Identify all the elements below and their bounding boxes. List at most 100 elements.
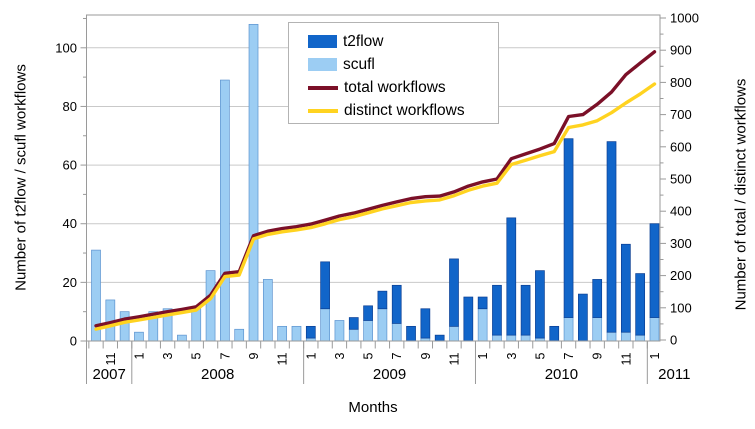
month-tick-label: 9 (419, 352, 433, 359)
bar-scufl (506, 334, 517, 342)
bar-t2flow (563, 138, 574, 318)
bar-t2flow (449, 258, 459, 327)
bar-t2flow (635, 273, 646, 336)
bar-t2flow (320, 261, 330, 310)
year-label: 2008 (201, 366, 234, 383)
bar-t2flow (377, 290, 388, 310)
bar-scufl (234, 328, 245, 342)
bar-scufl (220, 79, 230, 342)
legend: t2flow scufl total workflows distinct wo… (288, 22, 499, 124)
line-distinct-workflows (94, 82, 657, 331)
month-tick-label: 5 (190, 352, 204, 359)
bar-t2flow (549, 325, 560, 342)
bar-scufl (262, 279, 273, 342)
legend-label: t2flow (343, 32, 384, 50)
total-workflows-line-icon (308, 85, 338, 90)
bars-scufl (91, 23, 660, 342)
month-tick-label: 7 (390, 352, 404, 359)
bar-scufl (134, 331, 144, 342)
left-tick-label: 20 (63, 275, 77, 290)
bar-scufl (449, 325, 459, 342)
year-label: 2010 (545, 366, 578, 383)
right-tick-label: 400 (670, 204, 692, 219)
left-axis-title: Number of t2flow / scufl workflows (12, 64, 30, 291)
right-tick-label: 1000 (670, 11, 699, 26)
bar-t2flow (506, 217, 517, 336)
bar-t2flow (363, 305, 373, 321)
legend-item-t2flow: t2flow (308, 30, 498, 53)
legend-label: distinct workflows (344, 101, 465, 119)
right-tick-label: 600 (670, 139, 692, 154)
x-axis-title: Months (348, 399, 398, 416)
month-tick-label: 3 (505, 352, 519, 359)
bar-scufl (363, 320, 373, 342)
bar-t2flow (391, 284, 402, 324)
bar-t2flow (406, 325, 416, 342)
bar-scufl (334, 320, 345, 342)
bar-t2flow (578, 293, 588, 342)
t2flow-swatch-icon (308, 35, 337, 48)
left-tick-label: 60 (63, 158, 77, 173)
bar-scufl (592, 317, 603, 342)
bar-scufl (563, 317, 574, 342)
bar-t2flow (520, 284, 531, 336)
right-tick-label: 500 (670, 172, 692, 187)
line-total-workflows (94, 50, 657, 328)
bar-t2flow (463, 296, 474, 342)
bar-scufl (606, 331, 617, 342)
bar-scufl (635, 334, 646, 342)
month-tick-label: 5 (533, 352, 547, 359)
month-tick-label: 1 (476, 352, 490, 359)
distinct-workflows-line-icon (308, 108, 338, 113)
bar-scufl (649, 317, 660, 342)
left-tick-label: 0 (70, 334, 77, 349)
bars-t2flow (305, 138, 660, 342)
month-tick-label: 7 (562, 352, 576, 359)
month-tick-label: 3 (333, 352, 347, 359)
bar-t2flow (592, 279, 603, 318)
right-tick-label: 0 (670, 333, 677, 348)
bar-scufl (348, 328, 359, 342)
bar-t2flow (420, 308, 431, 339)
bar-t2flow (492, 284, 502, 336)
month-tick-label: 11 (104, 352, 118, 365)
left-tick-label: 80 (63, 99, 77, 114)
right-tick-label: 100 (670, 300, 692, 315)
bar-t2flow (620, 243, 631, 333)
bar-scufl (320, 308, 330, 342)
right-tick-label: 200 (670, 268, 692, 283)
left-tick-label: 100 (55, 40, 77, 55)
plot-frame (86, 14, 661, 342)
month-tick-label: 11 (619, 352, 633, 365)
right-axis-title: Number of total / distinct workflows (732, 78, 750, 311)
legend-label: scufl (343, 55, 375, 73)
month-tick-label: 11 (276, 352, 290, 365)
month-tick-label: 9 (247, 352, 261, 359)
month-tick-label: 1 (304, 352, 318, 359)
bar-scufl (248, 23, 259, 342)
month-tick-label: 7 (218, 352, 232, 359)
legend-item-distinct-workflows: distinct workflows (308, 99, 498, 122)
legend-item-scufl: scufl (308, 53, 498, 76)
bar-scufl (119, 311, 130, 342)
bar-t2flow (305, 325, 316, 339)
month-tick-label: 1 (132, 352, 146, 359)
year-label: 2011 (658, 366, 690, 383)
year-label: 2007 (92, 366, 125, 383)
year-label: 2009 (373, 366, 406, 383)
left-tick-label: 40 (63, 216, 77, 231)
right-tick-label: 900 (670, 43, 692, 58)
bar-scufl (177, 334, 187, 342)
bar-t2flow (535, 270, 545, 339)
bar-scufl (205, 270, 216, 342)
bar-scufl (477, 308, 488, 342)
month-tick-label: 5 (362, 352, 376, 359)
bar-scufl (191, 308, 202, 342)
month-tick-label: 11 (448, 352, 462, 365)
bar-scufl (277, 325, 288, 342)
month-tick-label: 9 (591, 352, 605, 359)
bar-scufl (520, 334, 531, 342)
legend-item-total-workflows: total workflows (308, 76, 498, 99)
